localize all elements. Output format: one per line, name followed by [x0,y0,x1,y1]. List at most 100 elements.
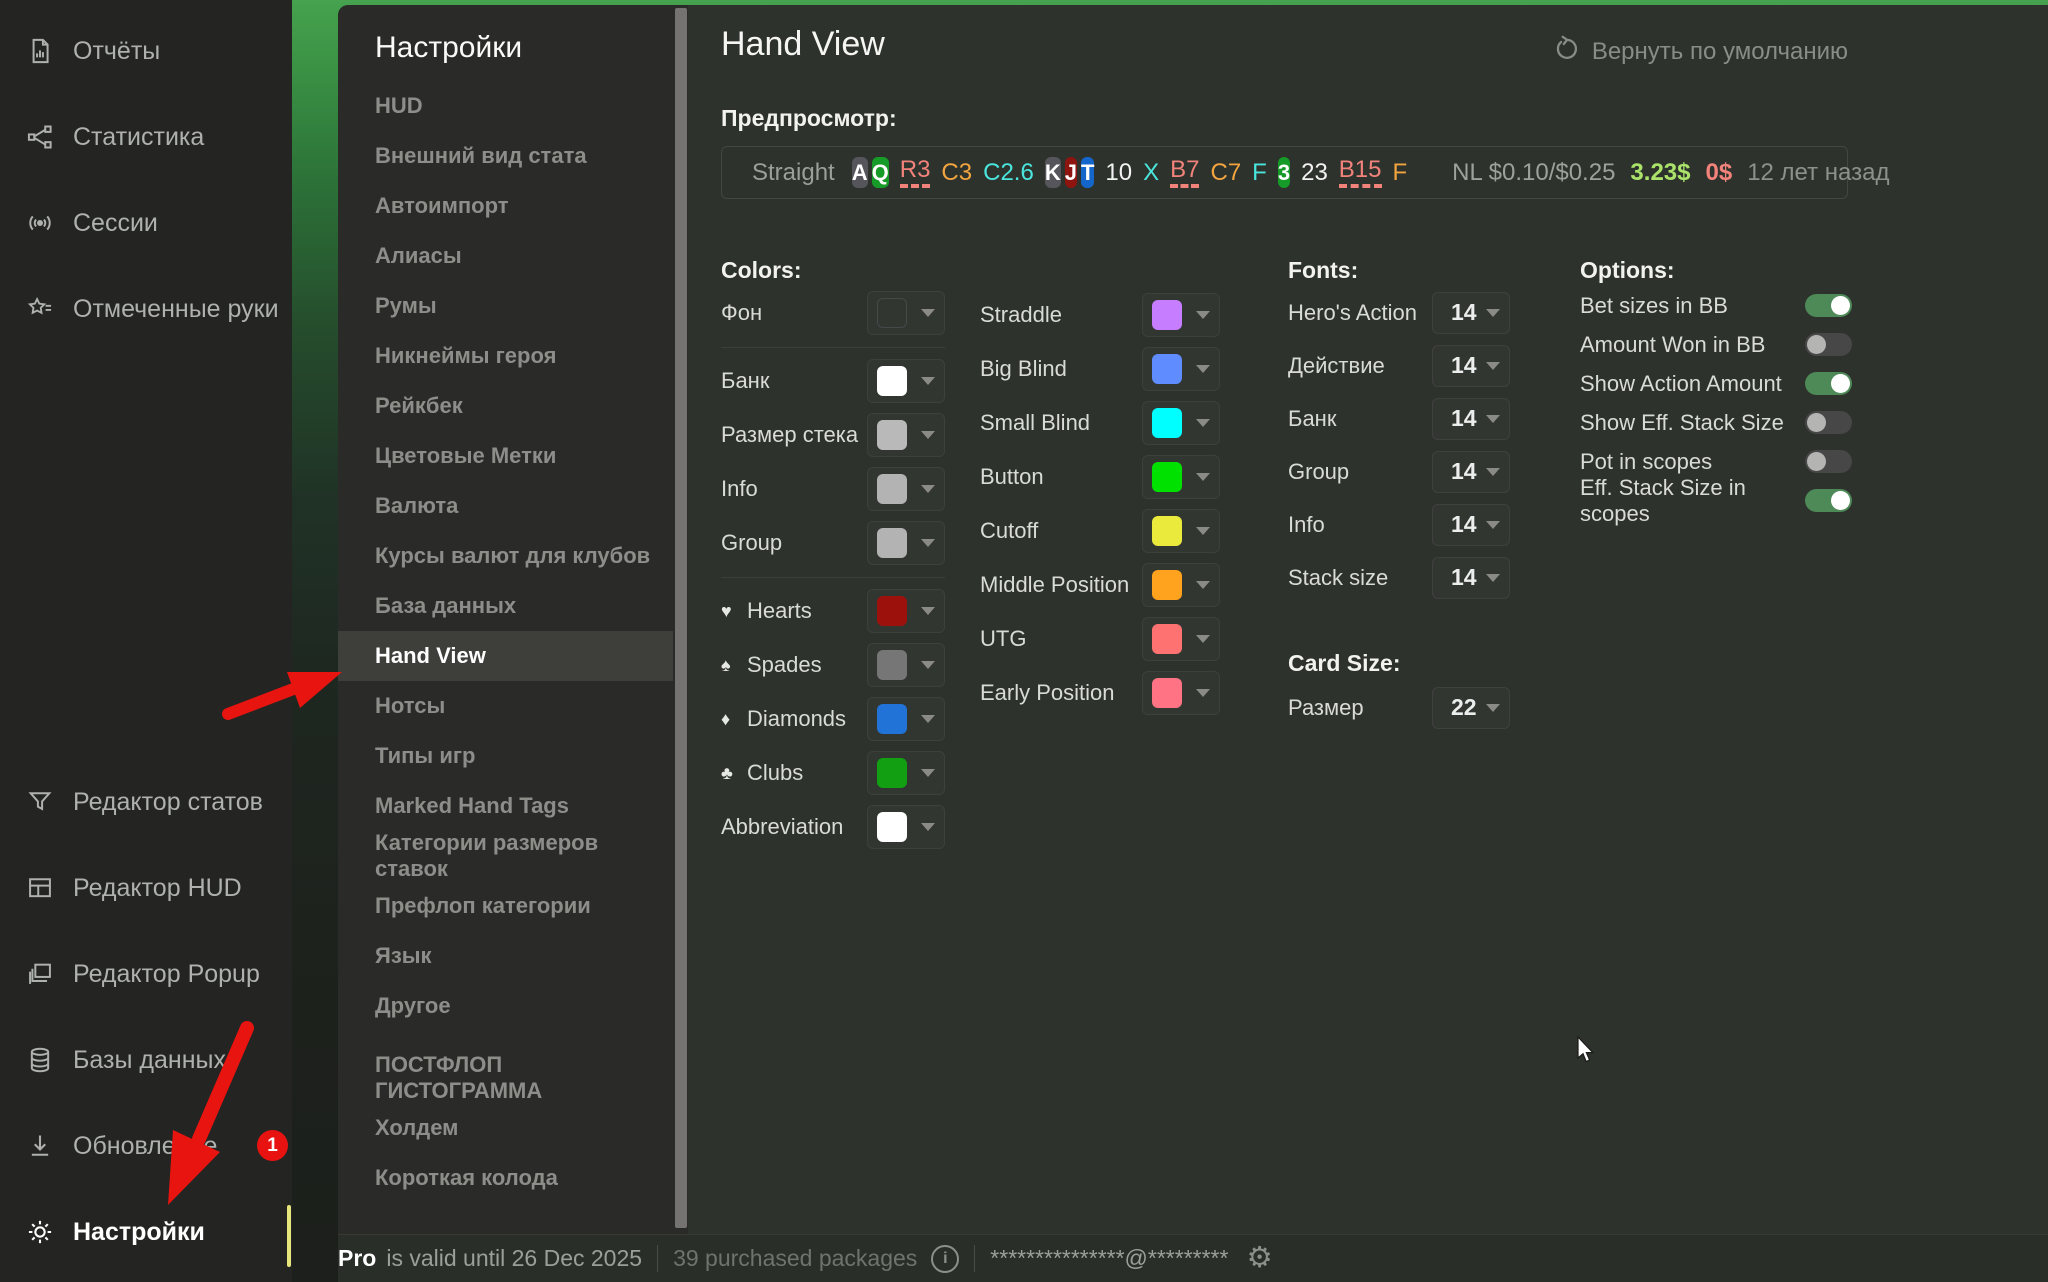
statistics-icon [25,122,55,152]
settings-menu-item[interactable]: Холдем [375,1115,459,1140]
settings-menu-item[interactable]: Рейкбек [375,393,463,418]
color-picker-abbreviation[interactable] [867,805,945,849]
settings-menu-item[interactable]: Автоимпорт [375,193,509,218]
color-setting-label: Info [721,476,758,501]
size-dropdown-действие[interactable]: 14 [1432,344,1510,387]
sidebar-item-отчёты[interactable]: Отчёты [0,8,292,94]
settings-menu-item[interactable]: HUD [375,93,423,118]
color-setting-row: Straddle [980,288,1220,342]
settings-menu-item[interactable]: Валюта [375,493,459,518]
sidebar-item-сессии[interactable]: Сессии [0,180,292,266]
settings-scrollbar[interactable] [675,8,687,1228]
color-picker-straddle[interactable] [1142,293,1220,337]
color-setting-label: Middle Position [980,572,1130,597]
color-swatch [877,474,907,504]
sidebar-item-отмеченные-руки[interactable]: Отмеченные руки [0,266,292,352]
divider [657,1245,659,1272]
color-picker-размер-стека[interactable] [867,413,945,457]
toggle-bet-sizes-in-bb[interactable] [1805,294,1852,317]
color-swatch [877,596,907,626]
account-settings-gear-icon[interactable]: ⚙ [1246,1242,1273,1274]
color-picker-info[interactable] [867,467,945,511]
color-setting-row: Middle Position [980,558,1220,612]
settings-panel-title: Настройки [375,31,523,64]
sidebar-item-редактор-статов[interactable]: Редактор статов [0,759,292,845]
toggle-show-eff-stack-size[interactable] [1805,411,1852,434]
info-icon[interactable]: i [931,1244,960,1273]
settings-menu-item[interactable]: Категории размеров ставок [375,830,599,881]
color-picker-hearts[interactable] [867,589,945,633]
color-picker-middle-position[interactable] [1142,563,1220,607]
color-setting-row: ♣ Clubs [721,746,945,800]
size-dropdown-group[interactable]: 14 [1432,450,1510,493]
settings-menu-item[interactable]: Hand View [338,631,673,681]
sidebar-item-обновление[interactable]: Обновление 1 [0,1103,292,1189]
sidebar-item-базы-данных[interactable]: Базы данных [0,1017,292,1103]
purchased-packages: 39 purchased packages [673,1245,918,1271]
color-picker-small-blind[interactable] [1142,401,1220,445]
color-picker-big-blind[interactable] [1142,347,1220,391]
font-size-row: Group 14 [1288,445,1510,498]
color-setting-label: Clubs [747,760,804,785]
sidebar-item-редактор-hud[interactable]: Редактор HUD [0,845,292,931]
hand-token: F [1252,158,1267,186]
toggle-pot-in-scopes[interactable] [1805,450,1852,473]
color-picker-clubs[interactable] [867,751,945,795]
sidebar-item-редактор-popup[interactable]: Редактор Popup [0,931,292,1017]
option-label: Show Eff. Stack Size [1580,409,1784,435]
color-setting-label: Spades [747,652,822,677]
sidebar-item-статистика[interactable]: Статистика [0,94,292,180]
settings-menu-item[interactable]: Цветовые Метки [375,443,557,468]
color-swatch [1152,408,1182,438]
toggle-eff-stack-size-in-scopes[interactable] [1805,489,1852,512]
hand-preview-bar: Straight A Q R3 C3 C2.6 K J T 10 X B7 C7 F 3 23 B15 F NL… [721,146,1889,199]
color-picker-фон[interactable] [867,291,945,335]
font-size-value: 22 [1451,694,1477,720]
color-picker-diamonds[interactable] [867,697,945,741]
chevron-down-icon [1486,520,1500,529]
color-picker-button[interactable] [1142,455,1220,499]
settings-menu-item[interactable]: Курсы валют для клубов [375,543,651,568]
sidebar-item-настройки[interactable]: Настройки [0,1189,292,1275]
settings-menu-item[interactable]: Префлоп категории [375,893,591,918]
color-picker-cutoff[interactable] [1142,509,1220,553]
toggle-amount-won-in-bb[interactable] [1805,333,1852,356]
hand-token: X [1143,158,1160,186]
settings-menu-item[interactable]: Язык [375,943,432,968]
color-picker-spades[interactable] [867,643,945,687]
size-dropdown-hero's-action[interactable]: 14 [1432,291,1510,334]
settings-menu-item[interactable]: Румы [375,293,437,318]
marked-hands-icon [25,294,55,324]
color-picker-early-position[interactable] [1142,671,1220,715]
settings-icon [25,1217,55,1247]
color-setting-label: Small Blind [980,410,1091,435]
toggle-show-action-amount[interactable] [1805,372,1852,395]
color-picker-банк[interactable] [867,359,945,403]
settings-menu-item[interactable]: Типы игр [375,743,476,768]
preview-label: Предпросмотр: [721,105,897,131]
size-dropdown-размер[interactable]: 22 [1432,686,1510,729]
option-label: Pot in scopes [1580,448,1713,474]
license-validity: is valid until 26 Dec 2025 [386,1245,643,1271]
colors-column-2: Straddle Big Blind Small Blind Button [980,288,1220,720]
settings-menu-item[interactable]: Внешний вид стата [375,143,587,168]
size-dropdown-банк[interactable]: 14 [1432,397,1510,440]
settings-menu-item[interactable]: Никнеймы героя [375,343,557,368]
reset-defaults-button[interactable]: Вернуть по умолчанию [1553,35,1848,69]
settings-menu-item[interactable]: Marked Hand Tags [375,793,569,818]
color-picker-group[interactable] [867,521,945,565]
settings-menu-item[interactable]: Нотсы [375,693,446,718]
settings-menu-item[interactable]: База данных [375,593,517,618]
settings-menu-item[interactable]: Алиасы [375,243,462,268]
color-swatch [877,298,907,328]
color-picker-utg[interactable] [1142,617,1220,661]
hand-token: 23 [1301,158,1328,186]
size-dropdown-info[interactable]: 14 [1432,503,1510,546]
chevron-down-icon [921,309,935,317]
font-size-row: Действие 14 [1288,339,1510,392]
divider [721,340,945,354]
settings-menu-item[interactable]: Другое [375,993,451,1018]
size-dropdown-stack-size[interactable]: 14 [1432,556,1510,599]
settings-menu-item[interactable]: Короткая колода [375,1165,558,1190]
fonts-header: Fonts: [1288,257,1359,283]
